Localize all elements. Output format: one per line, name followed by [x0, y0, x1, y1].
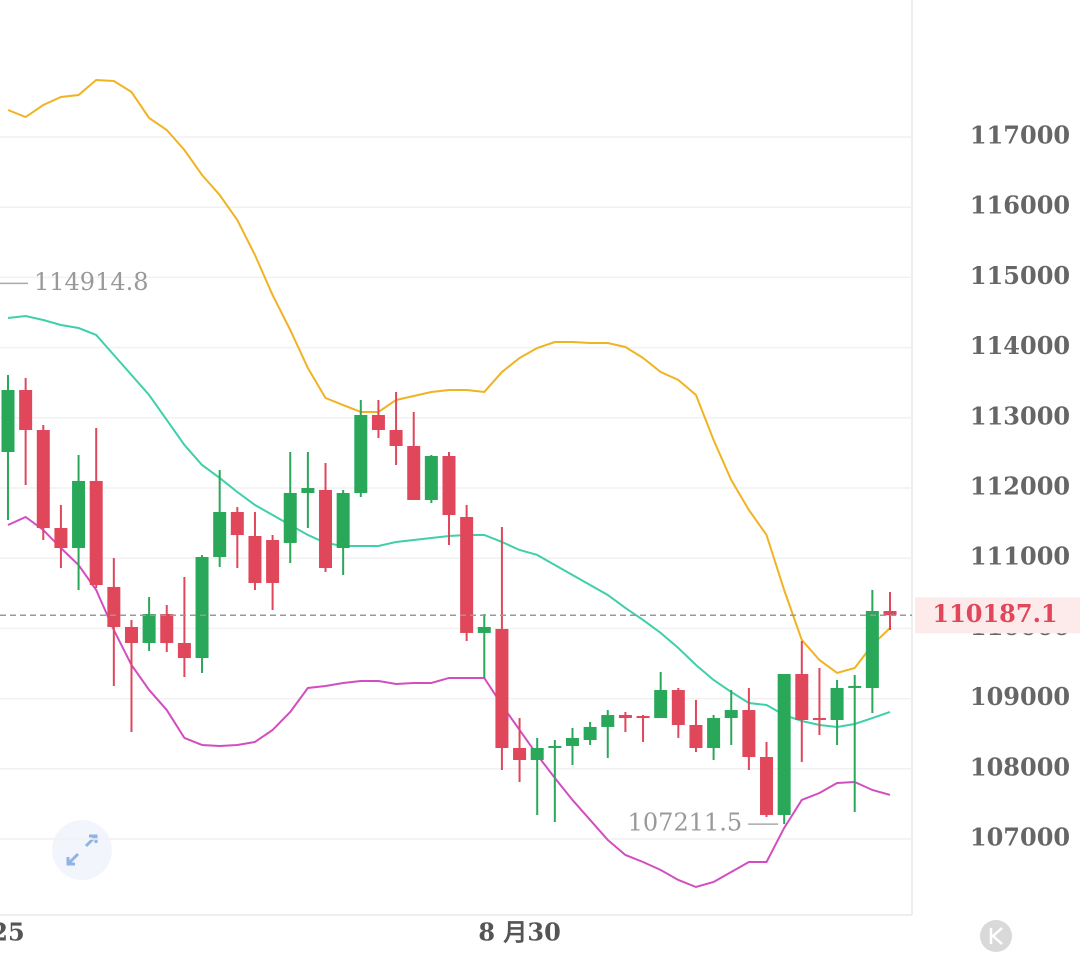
candle-body	[283, 492, 297, 543]
candle-body	[124, 626, 138, 643]
candle-body	[760, 756, 774, 815]
candle-body	[671, 690, 685, 725]
candle-body	[1, 390, 15, 452]
candle-body	[601, 715, 615, 727]
candle-body	[230, 512, 244, 536]
x-tick-label: 8 月30	[478, 918, 560, 947]
plot-area	[0, 79, 912, 889]
expand-button[interactable]	[52, 820, 112, 880]
candle-body	[689, 724, 703, 749]
candle-body	[795, 674, 809, 720]
back-icon	[989, 927, 1003, 945]
candle-body	[389, 430, 403, 447]
candle-body	[830, 687, 844, 720]
candle-body	[107, 586, 121, 627]
candle-body	[36, 430, 50, 529]
last-price-tag	[915, 597, 1080, 634]
max-label: 114914.8	[34, 268, 149, 296]
y-tick-label: 109000	[970, 682, 1070, 711]
candle-body	[477, 626, 491, 633]
candle-body	[301, 488, 315, 493]
candle-body	[248, 536, 262, 583]
candle-body	[742, 710, 756, 757]
candle-body	[495, 628, 509, 749]
candle-body	[195, 557, 209, 659]
candle-body	[319, 489, 333, 569]
candle-body	[618, 715, 632, 719]
expand-circle	[52, 820, 112, 880]
candle-body	[177, 642, 191, 659]
last-price-label: 110187.1	[932, 599, 1057, 628]
candle-body	[213, 512, 227, 558]
y-tick-label: 117000	[970, 121, 1070, 150]
candle-body	[266, 540, 280, 583]
candle-body	[371, 414, 385, 431]
candle-body	[548, 745, 562, 749]
candle-body	[883, 610, 897, 616]
y-tick-label: 113000	[970, 401, 1070, 430]
candle-body	[142, 614, 156, 643]
y-tick-label: 112000	[970, 472, 1070, 501]
y-tick-label: 108000	[970, 752, 1070, 781]
candle-body	[89, 480, 103, 586]
y-tick-label: 116000	[970, 191, 1070, 220]
expand-icon	[66, 834, 98, 866]
candle-body	[72, 480, 86, 549]
candle-body	[442, 455, 456, 516]
candle-body	[565, 737, 579, 746]
y-tick-label: 114000	[970, 331, 1070, 360]
candle-body	[812, 718, 826, 721]
candle-body	[336, 492, 350, 549]
band-line	[7, 79, 891, 675]
back-circle	[980, 920, 1012, 952]
candle-body	[54, 528, 68, 549]
y-tick-label: 107000	[970, 822, 1070, 851]
y-tick-label: 115000	[970, 261, 1070, 290]
candle-body	[354, 414, 368, 493]
candle-body	[19, 390, 33, 431]
candle-body	[865, 610, 879, 688]
candle-body	[460, 516, 474, 633]
candle-body	[513, 748, 527, 761]
candle-body	[424, 455, 438, 501]
candle-body	[707, 718, 721, 749]
y-tick-label: 111000	[970, 542, 1070, 571]
candle-body	[530, 748, 544, 761]
x-tick-label: 25	[0, 918, 25, 947]
candle-body	[654, 690, 668, 719]
candle-body	[848, 685, 862, 688]
back-button[interactable]	[980, 920, 1012, 952]
candle-body	[636, 715, 650, 719]
candle-body	[583, 726, 597, 741]
candle-body	[407, 446, 421, 501]
candle-body	[777, 674, 791, 815]
min-label: 107211.5	[628, 809, 743, 837]
candle-body	[724, 710, 738, 719]
candle-body	[160, 614, 174, 643]
band-line	[7, 515, 891, 889]
